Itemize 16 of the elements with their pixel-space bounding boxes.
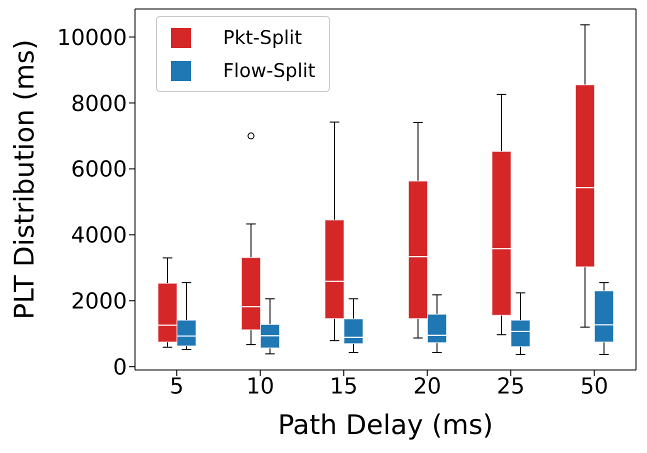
y-tick-label: 6000: [71, 158, 127, 183]
x-tick-label: 10: [246, 374, 274, 400]
y-tick-label: 0: [113, 356, 127, 381]
y-tick-label: 10000: [57, 26, 127, 51]
y-axis-title: PLT Distribution (ms): [10, 39, 41, 320]
x-tick-label: 25: [496, 374, 525, 400]
y-tick-label: 4000: [71, 224, 127, 249]
y-tick-label: 2000: [71, 290, 127, 315]
x-axis-title: Path Delay (ms): [278, 410, 494, 441]
y-tick-label: 8000: [71, 92, 127, 117]
x-tick-label: 15: [330, 374, 358, 400]
legend-label: Flow-Split: [223, 60, 316, 82]
x-tick-label: 5: [170, 374, 184, 400]
x-tick-label: 20: [413, 374, 442, 400]
legend-label: Pkt-Split: [223, 26, 302, 48]
x-tick-label: 50: [580, 374, 608, 400]
